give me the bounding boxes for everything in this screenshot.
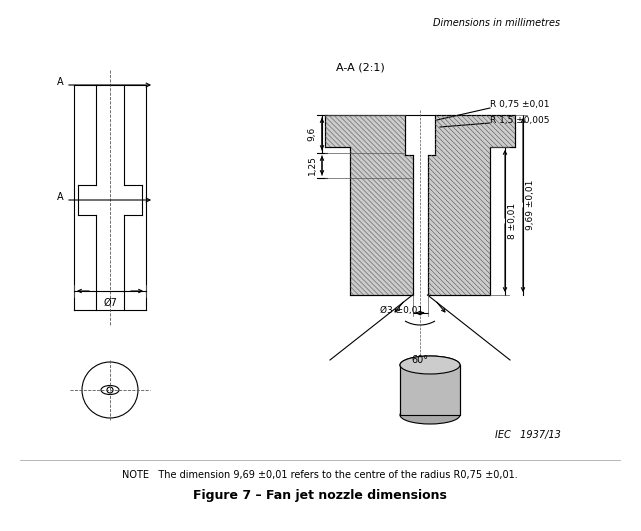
Text: 60°: 60° [412, 355, 428, 365]
Text: R 0,75 ±0,01: R 0,75 ±0,01 [490, 100, 549, 109]
Text: A: A [56, 77, 63, 87]
Text: Dimensions in millimetres: Dimensions in millimetres [433, 18, 560, 28]
Text: Figure 7 – Fan jet nozzle dimensions: Figure 7 – Fan jet nozzle dimensions [193, 489, 447, 501]
Text: Ø7: Ø7 [103, 298, 117, 308]
Text: IEC   1937/13: IEC 1937/13 [495, 430, 561, 440]
Ellipse shape [400, 406, 460, 424]
Ellipse shape [400, 356, 460, 374]
Text: 8 ±0,01: 8 ±0,01 [508, 203, 517, 239]
Polygon shape [400, 365, 460, 415]
Text: NOTE   The dimension 9,69 ±0,01 refers to the centre of the radius R0,75 ±0,01.: NOTE The dimension 9,69 ±0,01 refers to … [122, 470, 518, 480]
Text: 9,69 ±0,01: 9,69 ±0,01 [526, 180, 535, 230]
Text: A-A (2:1): A-A (2:1) [336, 63, 385, 73]
Ellipse shape [400, 356, 460, 374]
Text: R 1,5 ±0,005: R 1,5 ±0,005 [490, 116, 549, 124]
Polygon shape [428, 115, 515, 295]
Text: Ø3 ±0,01: Ø3 ±0,01 [380, 306, 423, 315]
Text: 9,6: 9,6 [308, 127, 317, 141]
Polygon shape [325, 115, 413, 295]
Text: A: A [56, 192, 63, 202]
Text: 1,25: 1,25 [308, 155, 317, 175]
